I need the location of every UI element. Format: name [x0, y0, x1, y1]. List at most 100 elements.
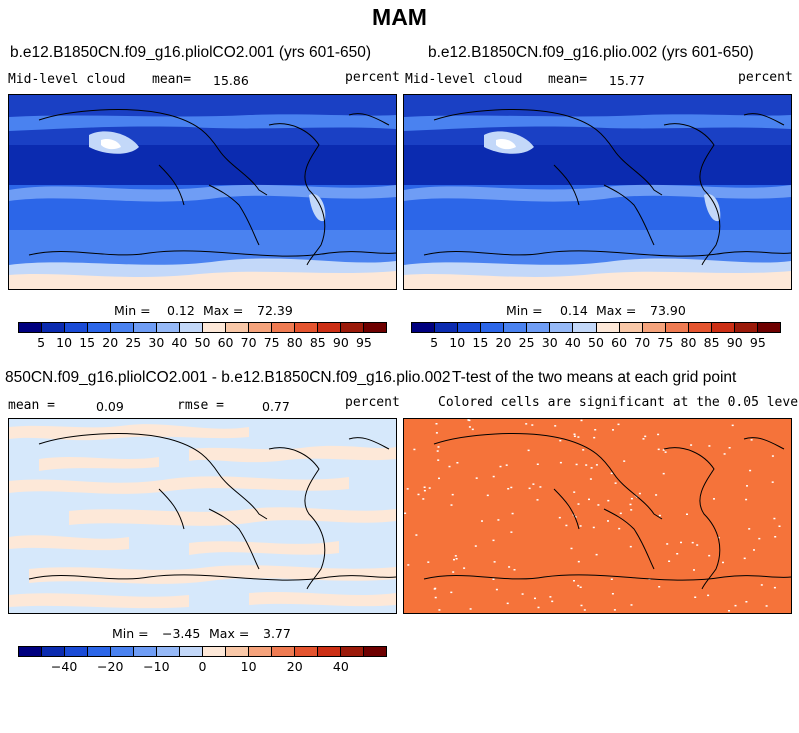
nonsignificant-cell [510, 531, 513, 533]
min-label-top-right: Min = [506, 303, 543, 318]
colorbar-bottom-left-segment [134, 647, 157, 656]
colorbar-top-right-segment [435, 323, 459, 332]
mean-label-top-left: mean= [152, 72, 192, 87]
colorbar-top-left-tick-label: 75 [263, 335, 280, 350]
nonsignificant-cell [658, 586, 661, 588]
nonsignificant-cell [676, 553, 679, 555]
nonsignificant-cell [589, 478, 592, 480]
nonsignificant-cell [623, 460, 626, 462]
nonsignificant-cell [570, 547, 573, 550]
field-name-top-left: Mid-level cloud [8, 72, 126, 87]
colorbar-bottom-left-segment [318, 647, 341, 656]
nonsignificant-cell [413, 448, 416, 451]
nonsignificant-cell [778, 525, 781, 527]
nonsignificant-cell [481, 520, 483, 522]
nonsignificant-cell [619, 512, 622, 515]
colorbar-top-left-segment [341, 323, 364, 332]
colorbar-top-left-tick-label: 70 [240, 335, 257, 350]
colorbar-top-left-segment [180, 323, 203, 332]
nonsignificant-cell [511, 512, 514, 515]
nonsignificant-cell [554, 425, 557, 427]
nonsignificant-cell [595, 464, 598, 466]
nonsignificant-cell [453, 558, 455, 561]
nonsignificant-cell [666, 543, 669, 545]
units-bottom-left: percent [345, 395, 400, 410]
nonsignificant-cell [607, 520, 609, 522]
nonsignificant-cell [731, 424, 734, 427]
colorbar-top-left-segment [111, 323, 134, 332]
colorbar-top-right-segment [665, 323, 689, 332]
nonsignificant-cell [499, 465, 502, 468]
nonsignificant-cell [468, 426, 471, 428]
nonsignificant-cell [456, 462, 459, 464]
nonsignificant-cell [748, 528, 751, 530]
colorbar-bottom-left [18, 646, 387, 657]
nonsignificant-cell [612, 429, 614, 431]
nonsignificant-cell [668, 560, 671, 562]
colorbar-top-left-segment [249, 323, 272, 332]
nonsignificant-cell [583, 609, 586, 611]
colorbar-bottom-left-segment [42, 647, 65, 656]
mean-value-top-right: 15.77 [609, 73, 645, 88]
max-label-top-right: Max = [596, 303, 637, 318]
max-label-top-left: Max = [203, 303, 244, 318]
map-top-right [403, 94, 792, 290]
colorbar-bottom-left-segment [88, 647, 111, 656]
nonsignificant-cell [575, 463, 578, 466]
colorbar-top-left-segment [295, 323, 318, 332]
nonsignificant-cell [773, 517, 776, 520]
max-value-top-left: 72.39 [257, 303, 293, 318]
nonsignificant-cell [642, 438, 645, 440]
map-top-left [8, 94, 397, 290]
field-name-top-right: Mid-level cloud [405, 72, 523, 87]
colorbar-top-right-tick-label: 50 [588, 335, 604, 350]
map-bottom-left [8, 418, 397, 614]
nonsignificant-cell [415, 534, 418, 536]
nonsignificant-cell [582, 449, 585, 451]
min-value-top-right: 0.14 [560, 303, 588, 318]
nonsignificant-cell [707, 594, 710, 597]
panel-title-bottom-right: T-test of the two means at each grid poi… [452, 369, 737, 387]
nonsignificant-cell [505, 464, 508, 466]
colorbar-top-left-tick-label: 80 [286, 335, 303, 350]
nonsignificant-cell [549, 596, 552, 598]
nonsignificant-cell [594, 429, 597, 431]
nonsignificant-cell [486, 494, 489, 497]
nonsignificant-cell [404, 512, 407, 514]
nonsignificant-cell [428, 487, 431, 489]
colorbar-top-left-segment [364, 323, 386, 332]
colorbar-bottom-left-segment [19, 647, 42, 656]
nonsignificant-cell [595, 553, 598, 556]
colorbar-bottom-left-tick-label: −40 [50, 659, 78, 674]
nonsignificant-cell [510, 486, 513, 489]
nonsignificant-cell [492, 475, 495, 478]
nonsignificant-cell [438, 477, 440, 480]
colorbar-ticks-top-right: 5 10 15 20 25 30 40 50 60 70 75 80 85 90 95 [411, 335, 781, 350]
nonsignificant-cell [694, 596, 697, 598]
colorbar-top-left-tick-label: 25 [125, 335, 142, 350]
nonsignificant-cell [434, 596, 437, 599]
nonsignificant-cell [513, 569, 516, 571]
colorbar-top-left-tick-label: 20 [102, 335, 119, 350]
nonsignificant-cell [423, 489, 426, 492]
nonsignificant-cell [771, 481, 774, 483]
max-value-bottom-left: 3.77 [263, 626, 291, 641]
min-label-bottom-left: Min = [112, 626, 149, 641]
colorbar-top-right-tick-label: 20 [495, 335, 512, 350]
colorbar-top-right-tick-label: 75 [657, 335, 674, 350]
nonsignificant-cell [758, 537, 761, 540]
nonsignificant-cell [638, 492, 641, 495]
colorbar-top-left-segment [157, 323, 180, 332]
panel-title-top-left: b.e12.B1850CN.f09_g16.pliolCO2.001 (yrs … [10, 44, 372, 61]
nonsignificant-cell [760, 584, 763, 586]
colorbar-bottom-left-segment [203, 647, 226, 656]
nonsignificant-cell [468, 419, 471, 422]
nonsignificant-cell [574, 516, 577, 518]
nonsignificant-cell [422, 498, 425, 500]
nonsignificant-cell [536, 499, 539, 501]
nonsignificant-cell [506, 602, 509, 605]
colorbar-top-right-tick-label: 85 [703, 335, 720, 350]
nonsignificant-cell [713, 498, 715, 500]
nonsignificant-cell [492, 578, 495, 580]
nonsignificant-cell [536, 463, 539, 465]
